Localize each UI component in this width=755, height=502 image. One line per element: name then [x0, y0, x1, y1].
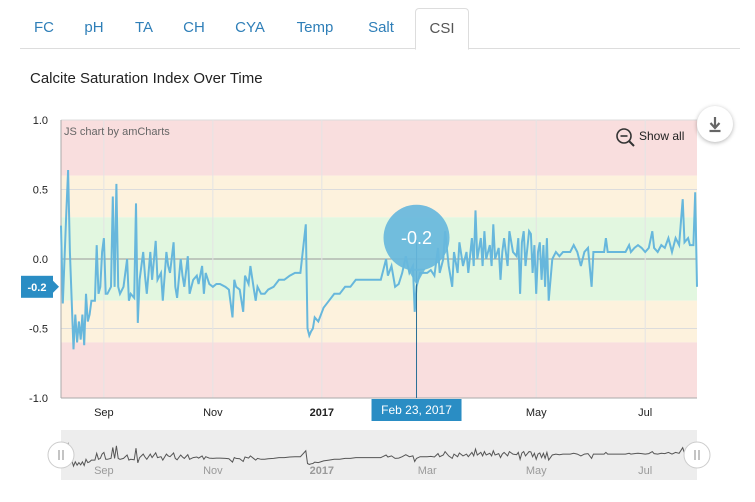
y-tick-label: 1.0 — [33, 115, 48, 127]
chart-grid — [61, 119, 697, 399]
scrollbar-tick-label: Sep — [94, 465, 114, 477]
tab-csi[interactable]: CSI — [415, 8, 469, 50]
band-red-0 — [61, 120, 697, 176]
y-tick-label: 0.5 — [33, 185, 48, 197]
x-axis: Sep Nov 2017 May Jul — [61, 397, 697, 419]
band-yellow-3 — [61, 300, 697, 343]
scrollbar-left-handle[interactable] — [47, 441, 75, 469]
tooltip-pointer — [407, 268, 426, 285]
y-tick-label: 0.0 — [33, 254, 48, 266]
scrollbar-tick-label: 2017 — [310, 465, 334, 477]
show-all-button[interactable]: Show all — [616, 128, 684, 147]
x-tick-label: May — [526, 407, 547, 419]
x-tick-label: Jul — [638, 407, 652, 419]
csi-chart: 1.0 0.5 0.0 -0.5 -1.0 -0.2 Sep Nov 2017 May Jul J… — [21, 115, 711, 480]
tab-ta[interactable]: TA — [134, 19, 154, 36]
tab-cya[interactable]: CYA — [235, 19, 265, 36]
handle-circle — [683, 441, 711, 469]
download-button[interactable] — [697, 106, 733, 142]
band-yellow-1 — [61, 175, 697, 218]
x-tick-label: Nov — [203, 407, 223, 419]
chart-cursor: -0.2 Feb 23, 2017 — [371, 204, 462, 421]
scrollbar-tick-label: May — [526, 465, 547, 477]
badge-arrow — [53, 280, 59, 293]
chart-scrollbar[interactable]: Sep Nov 2017 Mar May Jul — [47, 430, 711, 480]
handle-circle — [47, 441, 75, 469]
scrollbar-tick-label: Mar — [418, 465, 437, 477]
y-tick-label: -1.0 — [29, 393, 48, 405]
scrollbar-series-line — [60, 442, 698, 468]
y-axis: 1.0 0.5 0.0 -0.5 -1.0 -0.2 — [21, 115, 62, 405]
x-tick-label: Sep — [94, 407, 114, 419]
scrollbar-right-handle[interactable] — [683, 441, 711, 469]
scrollbar-tick-label: Jul — [638, 465, 652, 477]
tab-temp[interactable]: Temp — [296, 19, 334, 36]
tab-ph[interactable]: pH — [84, 19, 104, 36]
tooltip-value: -0.2 — [401, 228, 432, 248]
tab-ch[interactable]: CH — [183, 19, 205, 36]
scrollbar-tick-label: Nov — [203, 465, 223, 477]
date-badge — [371, 399, 462, 421]
band-red-4 — [61, 342, 697, 398]
chart-credit: JS chart by amCharts — [64, 126, 170, 138]
y-axis-value-badge — [21, 275, 53, 298]
tab-bar: FC pH TA CH CYA Temp Salt CSI — [20, 8, 740, 50]
tab-salt[interactable]: Salt — [368, 19, 394, 36]
show-all-label[interactable]: Show all — [639, 129, 684, 143]
grip-icon — [58, 450, 64, 460]
zoom-out-icon[interactable] — [616, 128, 635, 147]
chart-title: Calcite Saturation Index Over Time — [30, 70, 263, 87]
tab-fc[interactable]: FC — [34, 19, 54, 36]
date-badge-label: Feb 23, 2017 — [381, 403, 452, 417]
x-tick-label: 2017 — [310, 407, 334, 419]
y-axis-badge-label: -0.2 — [28, 282, 47, 294]
tooltip-bubble — [383, 204, 450, 271]
download-icon[interactable] — [697, 106, 733, 142]
series-line — [60, 169, 698, 350]
grip-icon — [694, 450, 700, 460]
y-tick-label: -0.5 — [29, 324, 48, 336]
